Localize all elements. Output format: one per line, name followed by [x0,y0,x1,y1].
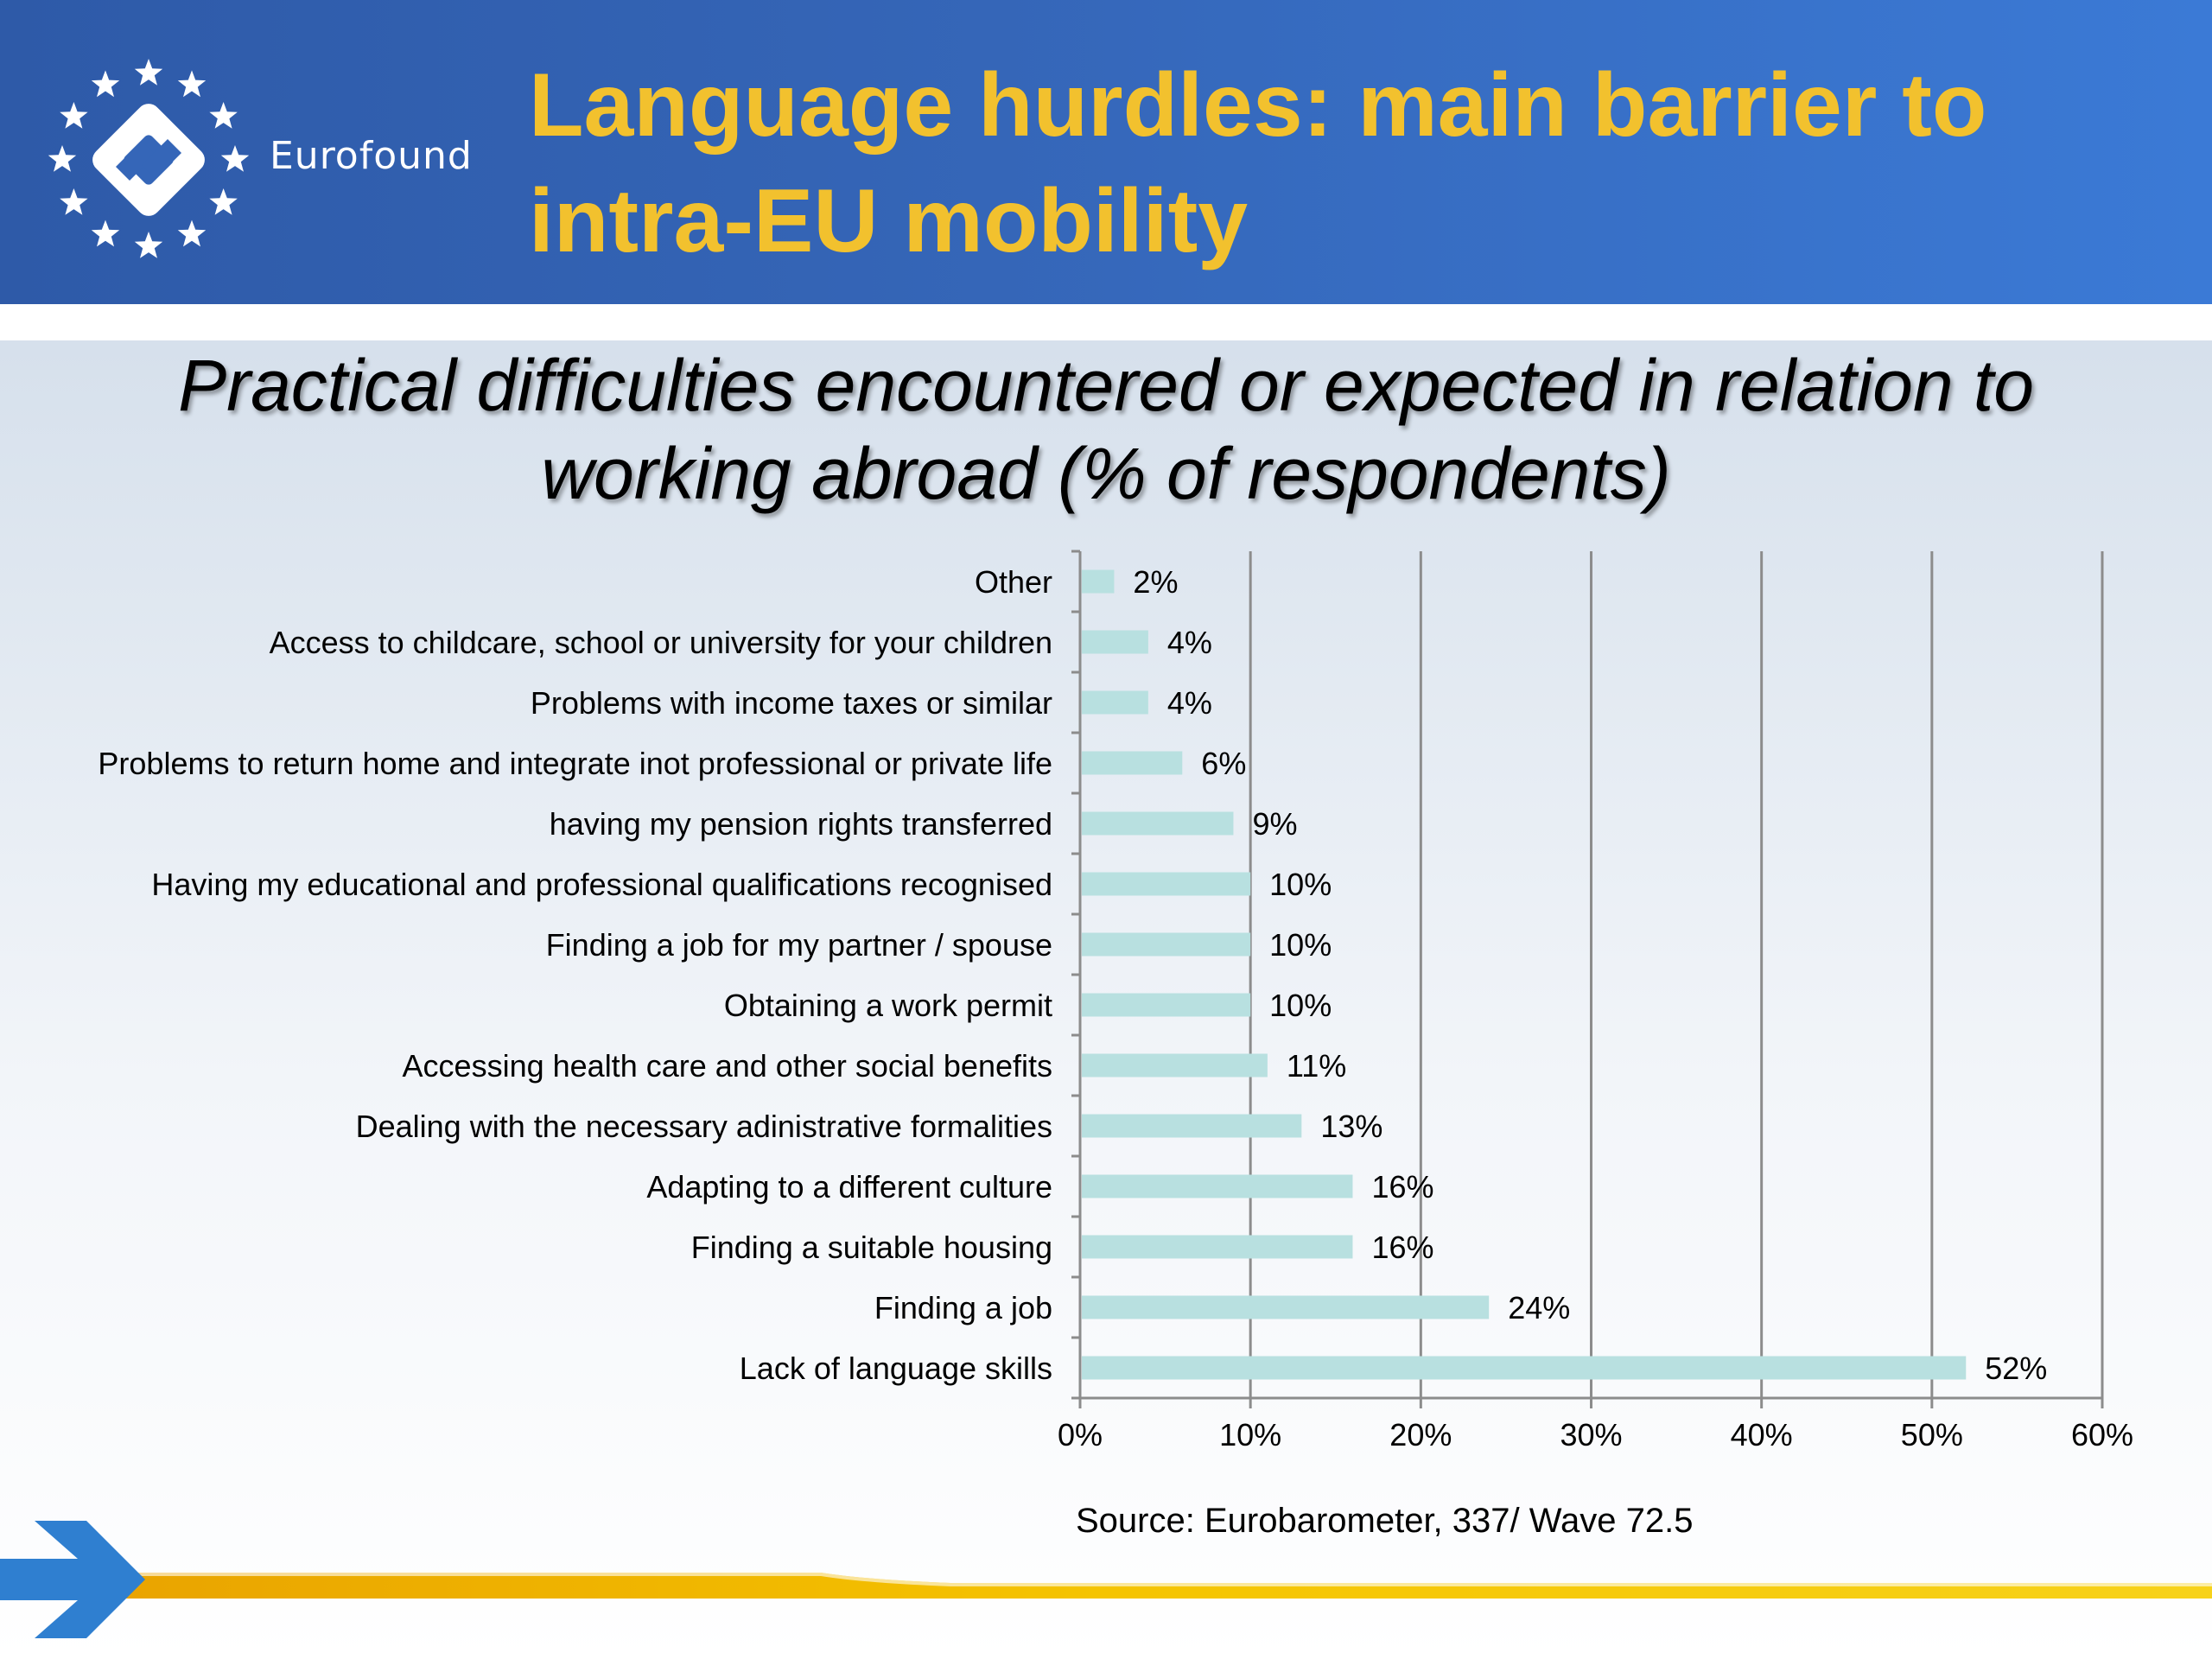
category-label: Dealing with the necessary adinistrative… [356,1109,1052,1144]
bar [1082,630,1148,654]
header-banner [0,0,2212,304]
data-label: 11% [1287,1048,1346,1084]
data-label: 10% [1269,988,1332,1023]
x-tick-label: 30% [1560,1417,1622,1452]
bar [1082,932,1251,957]
logo-star-icon [134,59,163,86]
logo-star-icon [91,219,120,247]
arrow-right-icon [0,1521,145,1638]
category-label: Access to childcare, school or universit… [270,625,1052,660]
x-tick-label: 40% [1731,1417,1793,1452]
page-title-line1: Language hurdles: main barrier to [529,55,1987,156]
bar [1082,993,1251,1017]
bar [1082,1174,1353,1198]
data-label: 2% [1133,564,1178,600]
category-label: Problems with income taxes or similar [531,685,1052,721]
bar [1082,1114,1302,1138]
data-label: 52% [1985,1351,2047,1386]
data-label: 10% [1269,867,1332,902]
category-label: Finding a job for my partner / spouse [546,927,1052,963]
logo-star-icon [60,188,88,215]
bar [1082,751,1183,775]
logo-star-icon [209,188,238,215]
data-label: 6% [1201,746,1246,781]
bar [1082,872,1251,896]
category-label: Finding a job [874,1290,1052,1325]
x-tick-label: 20% [1389,1417,1452,1452]
category-label: Obtaining a work permit [724,988,1052,1023]
category-label: having my pension rights transferred [550,806,1052,842]
data-label: 9% [1252,806,1297,842]
logo-star-icon [220,145,250,172]
data-label: 16% [1371,1169,1433,1205]
data-label: 13% [1320,1109,1382,1144]
logo-text: Eurofound [270,134,473,178]
page-title: Language hurdles: main barrier to intra-… [529,48,2171,279]
category-label: Lack of language skills [740,1351,1052,1386]
bar [1082,1356,1967,1380]
bar [1082,1235,1353,1259]
x-tick-label: 60% [2071,1417,2133,1452]
logo-star-icon [91,70,120,98]
bar [1082,1295,1490,1319]
logo-star-icon [177,70,207,98]
category-label: Having my educational and professional q… [151,867,1052,902]
bar [1082,1053,1268,1077]
category-label: Finding a suitable housing [691,1230,1052,1265]
chart-title-line2: working abroad (% of respondents) [541,433,1671,514]
data-label: 10% [1269,927,1332,963]
bar [1082,690,1148,715]
logo-star-icon [209,102,238,129]
x-tick-label: 50% [1901,1417,1963,1452]
page-title-line2: intra-EU mobility [529,171,1249,271]
chart-title-line1: Practical difficulties encountered or ex… [178,345,2034,426]
data-label: 16% [1371,1230,1433,1265]
source-note: Source: Eurobarometer, 337/ Wave 72.5 [1076,1502,1694,1540]
category-label: Accessing health care and other social b… [403,1048,1052,1084]
bar [1082,811,1234,836]
x-tick-label: 10% [1219,1417,1281,1452]
eurofound-logo-icon [48,59,250,258]
logo-star-icon [177,219,207,247]
data-label: 24% [1508,1290,1570,1325]
x-tick-label: 0% [1058,1417,1103,1452]
header-divider [0,304,2212,340]
category-label: Other [975,564,1052,600]
data-label: 4% [1167,625,1212,660]
bar-chart: 0% 10% 20% 30% 40% 50% 60% Other 2% Access to chi… [98,550,2133,1452]
bar [1082,569,1115,594]
footer-decoration [0,1521,2212,1638]
logo-star-icon [60,102,88,129]
logo-star-icon [48,145,77,172]
data-label: 4% [1167,685,1212,721]
chart-title: Practical difficulties encountered or ex… [69,341,2143,518]
category-label: Problems to return home and integrate in… [98,746,1052,781]
logo-star-icon [134,232,163,258]
category-label: Adapting to a different culture [646,1169,1052,1205]
